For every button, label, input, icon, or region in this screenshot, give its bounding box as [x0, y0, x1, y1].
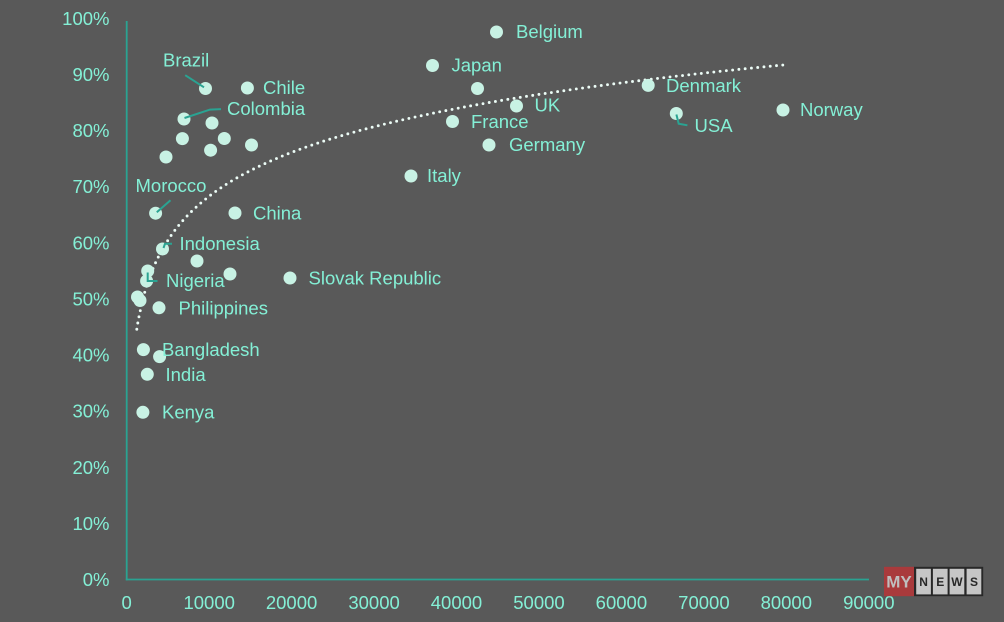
svg-text:30000: 30000 [348, 592, 399, 613]
svg-text:Norway: Norway [800, 99, 863, 120]
svg-text:80000: 80000 [761, 592, 812, 613]
svg-text:USA: USA [695, 115, 734, 136]
svg-text:UK: UK [535, 94, 561, 115]
svg-text:20%: 20% [72, 457, 109, 478]
svg-text:0%: 0% [83, 569, 110, 590]
svg-text:Japan: Japan [452, 54, 502, 75]
svg-text:90%: 90% [72, 64, 109, 85]
svg-text:10000: 10000 [183, 592, 234, 613]
svg-text:MY: MY [886, 573, 912, 592]
svg-text:Denmark: Denmark [666, 75, 742, 96]
svg-text:Chile: Chile [263, 77, 305, 98]
svg-text:E: E [936, 575, 944, 589]
svg-text:30%: 30% [72, 401, 109, 422]
svg-text:N: N [919, 575, 928, 589]
svg-text:Italy: Italy [427, 165, 462, 186]
svg-text:Nigeria: Nigeria [166, 270, 225, 291]
svg-text:80%: 80% [72, 120, 109, 141]
svg-text:Philippines: Philippines [179, 297, 268, 318]
svg-text:10%: 10% [72, 513, 109, 534]
svg-text:Brazil: Brazil [163, 49, 209, 70]
svg-text:0: 0 [122, 592, 132, 613]
svg-text:China: China [253, 202, 302, 223]
svg-text:70000: 70000 [678, 592, 729, 613]
svg-text:90000: 90000 [843, 592, 894, 613]
svg-text:60%: 60% [72, 232, 109, 253]
svg-text:W: W [951, 575, 963, 589]
svg-text:50%: 50% [72, 288, 109, 309]
svg-text:S: S [970, 575, 978, 589]
svg-text:Indonesia: Indonesia [180, 233, 261, 254]
svg-text:India: India [166, 364, 207, 385]
svg-text:Morocco: Morocco [136, 175, 207, 196]
svg-text:Kenya: Kenya [162, 401, 215, 422]
svg-text:70%: 70% [72, 176, 109, 197]
svg-text:Belgium: Belgium [516, 21, 583, 42]
svg-text:20000: 20000 [266, 592, 317, 613]
svg-text:50000: 50000 [513, 592, 564, 613]
svg-text:France: France [471, 111, 529, 132]
svg-text:40000: 40000 [431, 592, 482, 613]
svg-text:Colombia: Colombia [227, 98, 306, 119]
svg-text:60000: 60000 [596, 592, 647, 613]
svg-text:40%: 40% [72, 345, 109, 366]
svg-text:Germany: Germany [509, 134, 586, 155]
svg-text:Slovak Republic: Slovak Republic [309, 267, 442, 288]
svg-text:100%: 100% [62, 8, 109, 29]
svg-text:Bangladesh: Bangladesh [162, 339, 260, 360]
